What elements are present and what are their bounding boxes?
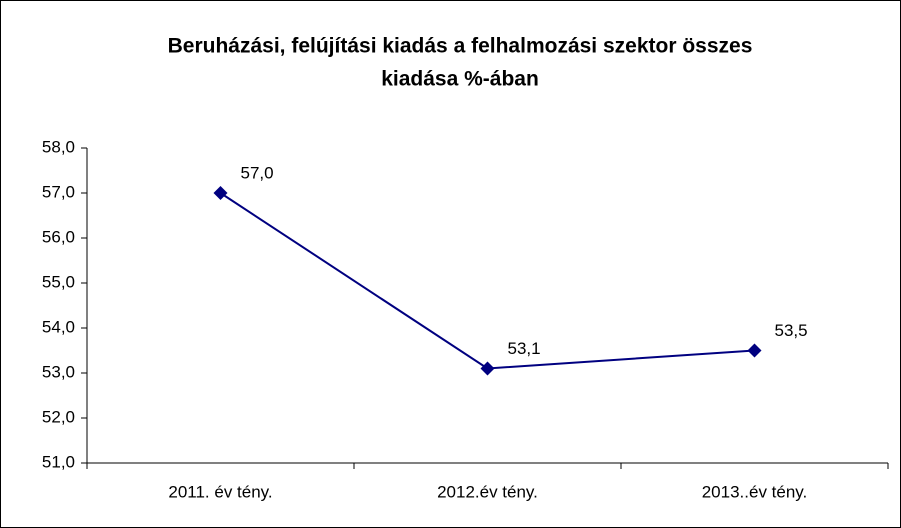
x-tick-label: 2012.év tény. — [437, 482, 538, 501]
data-label: 53,5 — [775, 321, 808, 340]
x-tick-label: 2011. év tény. — [168, 482, 272, 501]
y-tick-label: 58,0 — [42, 137, 75, 156]
marker — [213, 186, 228, 200]
data-label: 53,1 — [508, 339, 541, 358]
chart-title: Beruházási, felújítási kiadás a felhalmo… — [168, 35, 753, 58]
marker — [480, 361, 495, 376]
data-label: 57,0 — [241, 163, 274, 182]
x-tick-label: 2013..év tény. — [702, 482, 808, 501]
y-tick-label: 54,0 — [42, 317, 75, 336]
y-tick-label: 56,0 — [42, 227, 75, 246]
y-tick-label: 52,0 — [42, 407, 75, 426]
y-tick-label: 57,0 — [42, 182, 75, 201]
marker — [747, 343, 762, 358]
y-tick-label: 53,0 — [42, 362, 75, 381]
y-tick-label: 51,0 — [42, 452, 75, 471]
chart-title: kiadása %-ában — [381, 68, 539, 91]
y-tick-label: 55,0 — [42, 272, 75, 291]
